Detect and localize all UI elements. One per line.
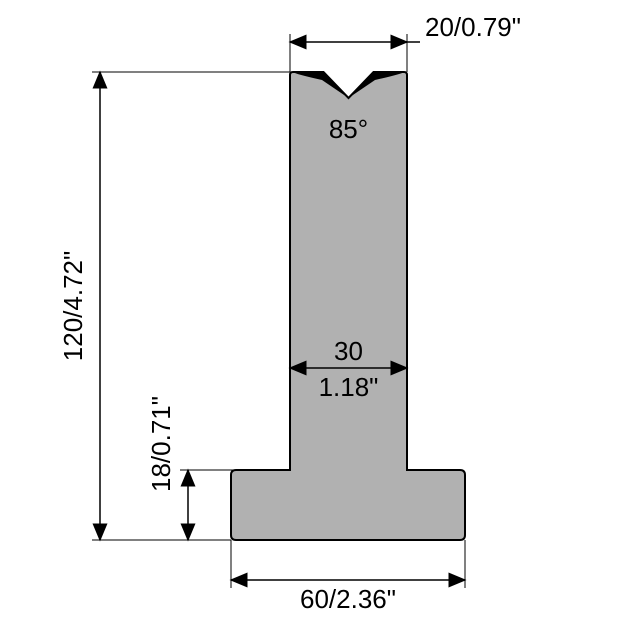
dim-total-height-label: 120/4.72" (58, 251, 88, 361)
dim-base-width-label: 60/2.36" (300, 584, 396, 614)
dim-stem-width-in: 1.18" (319, 372, 379, 402)
dim-angle-label: 85° (329, 114, 368, 144)
dim-stem-width-mm: 30 (334, 336, 363, 366)
dim-top-width-label: 20/0.79" (425, 12, 521, 42)
dim-top-width: 20/0.79" (290, 12, 521, 72)
dim-base-width: 60/2.36" (231, 540, 465, 614)
dim-shoulder-height-label: 18/0.71" (146, 396, 176, 492)
